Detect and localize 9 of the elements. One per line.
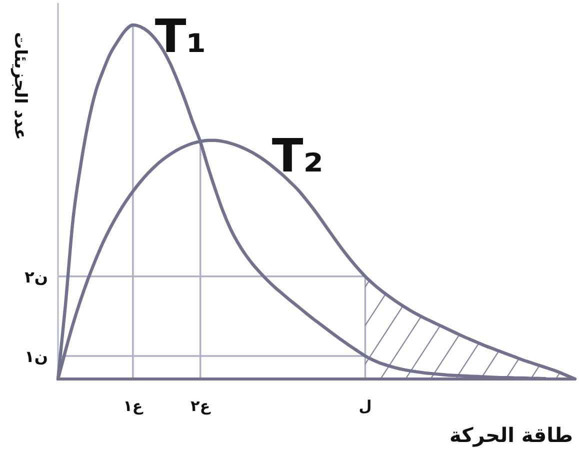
series-label: T₂ (272, 128, 324, 182)
x-tick-label: ع٢ (190, 397, 211, 415)
ref-line-label: ن١ (24, 346, 48, 366)
x-axis-title: طاقة الحركة (449, 423, 573, 447)
x-tick-label: ل (358, 397, 372, 415)
x-tick-label: ع١ (123, 397, 144, 415)
ref-line-label: ن٢ (24, 266, 48, 286)
series-label: T₁ (154, 9, 206, 63)
y-axis-title: عدد الجزيئات (10, 32, 30, 140)
